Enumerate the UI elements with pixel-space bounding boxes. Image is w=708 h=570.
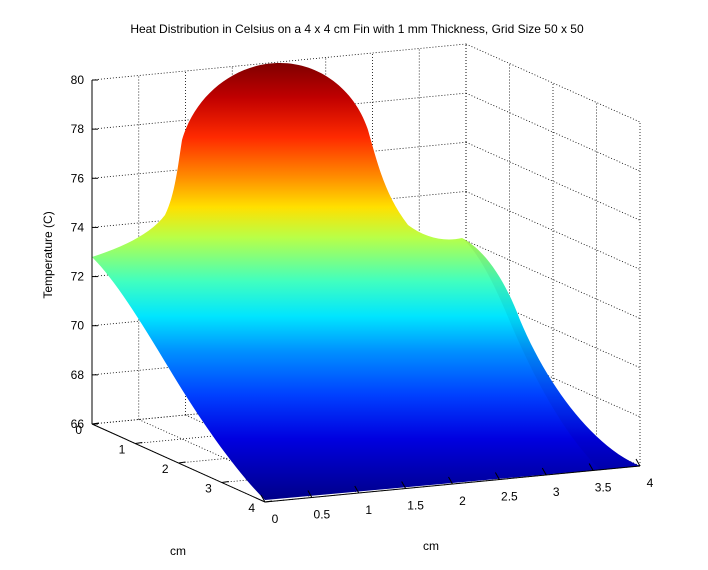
y-tick (135, 442, 143, 444)
x-tick-label: 1.5 (407, 499, 424, 513)
x-tick (354, 485, 360, 494)
temperature-surface (92, 63, 640, 500)
x-tick (494, 472, 500, 480)
x-tick-label: 1 (365, 503, 372, 517)
y-tick-label: 4 (248, 501, 255, 515)
x-tick-label: 3.5 (595, 481, 612, 495)
z-tick-label: 72 (71, 270, 85, 284)
z-tick-label: 80 (71, 73, 85, 87)
z-axis-label: Temperature (C) (41, 211, 55, 298)
x-tick-label: 2 (459, 494, 466, 508)
x-tick-label: 4 (647, 476, 654, 490)
y-tick-label: 3 (205, 482, 212, 496)
x-tick (307, 490, 313, 498)
z-tick-label: 76 (71, 171, 85, 185)
z-grid-line (465, 191, 641, 270)
y-tick-label: 0 (75, 423, 82, 437)
x-tick (635, 458, 641, 467)
x-tick (401, 481, 407, 489)
chart-title: Heat Distribution in Celsius on a 4 x 4 … (130, 22, 584, 36)
axes: 66 68 70 72 74 76 78 80 0 1 2 3 4 0 0.5 1 1.5 2 2.5 3 3.5 4 (71, 73, 654, 526)
y-tick-label: 1 (119, 443, 126, 457)
x-tick-label: 2.5 (501, 490, 518, 504)
y-tick (264, 500, 273, 503)
y-tick-label: 2 (162, 462, 169, 476)
x-tick (588, 463, 594, 471)
y-tick (91, 422, 100, 425)
z-tick-label: 66 (71, 417, 85, 431)
surface-side-shade (462, 238, 640, 470)
x-tick (448, 476, 453, 485)
x-tick-label: 0.5 (314, 508, 331, 522)
z-tick-label: 74 (71, 220, 85, 234)
x-tick (260, 494, 266, 503)
x-axis-label: cm (423, 539, 439, 553)
y-tick (178, 461, 186, 464)
x-tick-label: 0 (272, 512, 279, 526)
z-tick-label: 78 (71, 122, 85, 136)
y-axis-label: cm (170, 544, 186, 558)
z-tick-label: 68 (71, 368, 85, 382)
x-tick (541, 467, 547, 476)
x-tick-label: 3 (553, 485, 560, 499)
y-tick (221, 481, 229, 483)
z-tick-label: 70 (71, 319, 85, 333)
